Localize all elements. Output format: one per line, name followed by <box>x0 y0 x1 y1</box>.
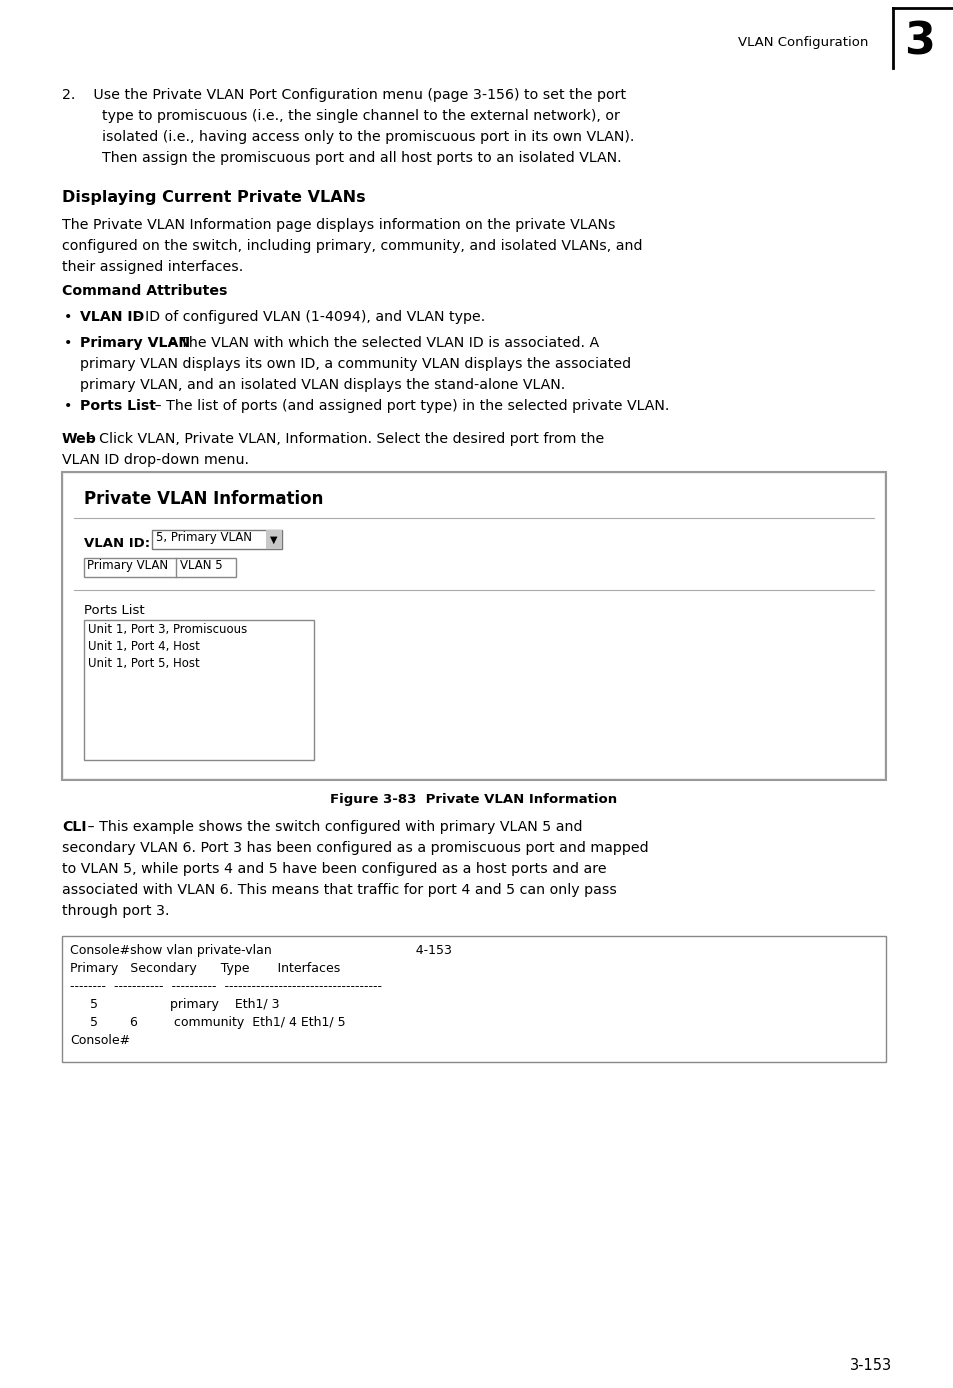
Text: Command Attributes: Command Attributes <box>62 285 227 298</box>
Text: VLAN Configuration: VLAN Configuration <box>737 36 867 49</box>
Text: •: • <box>64 310 72 323</box>
Text: Unit 1, Port 5, Host: Unit 1, Port 5, Host <box>88 657 199 670</box>
Text: through port 3.: through port 3. <box>62 904 170 917</box>
Text: Unit 1, Port 3, Promiscuous: Unit 1, Port 3, Promiscuous <box>88 623 247 636</box>
Bar <box>84 620 314 761</box>
Text: type to promiscuous (i.e., the single channel to the external network), or: type to promiscuous (i.e., the single ch… <box>102 110 619 124</box>
Text: CLI: CLI <box>62 820 87 834</box>
Text: 5        6         community  Eth1/ 4 Eth1/ 5: 5 6 community Eth1/ 4 Eth1/ 5 <box>70 1016 345 1029</box>
Text: 3: 3 <box>903 21 935 64</box>
Text: – This example shows the switch configured with primary VLAN 5 and: – This example shows the switch configur… <box>83 820 582 834</box>
Text: primary VLAN displays its own ID, a community VLAN displays the associated: primary VLAN displays its own ID, a comm… <box>80 357 631 371</box>
Text: secondary VLAN 6. Port 3 has been configured as a promiscuous port and mapped: secondary VLAN 6. Port 3 has been config… <box>62 841 648 855</box>
Text: Primary VLAN: Primary VLAN <box>87 559 168 572</box>
Text: Console#show vlan private-vlan                                    4-153: Console#show vlan private-vlan 4-153 <box>70 944 452 956</box>
Text: Primary VLAN: Primary VLAN <box>80 336 190 350</box>
Text: Unit 1, Port 4, Host: Unit 1, Port 4, Host <box>88 640 200 652</box>
Text: VLAN ID drop-down menu.: VLAN ID drop-down menu. <box>62 452 249 466</box>
Text: VLAN ID: VLAN ID <box>80 310 144 323</box>
Text: Ports List: Ports List <box>84 604 145 618</box>
Text: configured on the switch, including primary, community, and isolated VLANs, and: configured on the switch, including prim… <box>62 239 641 253</box>
Bar <box>62 472 885 780</box>
Bar <box>62 936 885 1062</box>
Text: 5, Primary VLAN: 5, Primary VLAN <box>156 532 252 544</box>
Text: – The list of ports (and assigned port type) in the selected private VLAN.: – The list of ports (and assigned port t… <box>150 398 669 414</box>
Bar <box>266 530 282 550</box>
Text: --------  -----------  ----------  -----------------------------------: -------- ----------- ---------- --------… <box>70 980 381 992</box>
Text: associated with VLAN 6. This means that traffic for port 4 and 5 can only pass: associated with VLAN 6. This means that … <box>62 883 617 897</box>
Bar <box>152 530 282 550</box>
Text: 5                  primary    Eth1/ 3: 5 primary Eth1/ 3 <box>70 998 279 1010</box>
Text: Ports List: Ports List <box>80 398 156 414</box>
Bar <box>84 558 235 577</box>
Text: – ID of configured VLAN (1-4094), and VLAN type.: – ID of configured VLAN (1-4094), and VL… <box>129 310 485 323</box>
Text: VLAN 5: VLAN 5 <box>180 559 222 572</box>
Text: Console#: Console# <box>70 1034 130 1047</box>
Text: – Click VLAN, Private VLAN, Information. Select the desired port from the: – Click VLAN, Private VLAN, Information.… <box>83 432 603 446</box>
Text: •: • <box>64 336 72 350</box>
Text: Primary   Secondary      Type       Interfaces: Primary Secondary Type Interfaces <box>70 962 340 974</box>
Text: The Private VLAN Information page displays information on the private VLANs: The Private VLAN Information page displa… <box>62 218 615 232</box>
Text: VLAN ID:: VLAN ID: <box>84 537 150 550</box>
Text: Figure 3-83  Private VLAN Information: Figure 3-83 Private VLAN Information <box>330 793 617 806</box>
Text: isolated (i.e., having access only to the promiscuous port in its own VLAN).: isolated (i.e., having access only to th… <box>102 130 634 144</box>
Text: Displaying Current Private VLANs: Displaying Current Private VLANs <box>62 190 365 205</box>
Text: their assigned interfaces.: their assigned interfaces. <box>62 260 243 273</box>
Text: primary VLAN, and an isolated VLAN displays the stand-alone VLAN.: primary VLAN, and an isolated VLAN displ… <box>80 378 565 391</box>
Text: to VLAN 5, while ports 4 and 5 have been configured as a host ports and are: to VLAN 5, while ports 4 and 5 have been… <box>62 862 606 876</box>
Text: Private VLAN Information: Private VLAN Information <box>84 490 323 508</box>
Text: Then assign the promiscuous port and all host ports to an isolated VLAN.: Then assign the promiscuous port and all… <box>102 151 621 165</box>
Text: Web: Web <box>62 432 97 446</box>
Text: 3-153: 3-153 <box>849 1357 891 1373</box>
Bar <box>64 473 883 779</box>
Text: – The VLAN with which the selected VLAN ID is associated. A: – The VLAN with which the selected VLAN … <box>164 336 598 350</box>
Text: •: • <box>64 398 72 414</box>
Text: 2.    Use the Private VLAN Port Configuration menu (page 3-156) to set the port: 2. Use the Private VLAN Port Configurati… <box>62 87 625 101</box>
Text: ▼: ▼ <box>270 534 277 545</box>
